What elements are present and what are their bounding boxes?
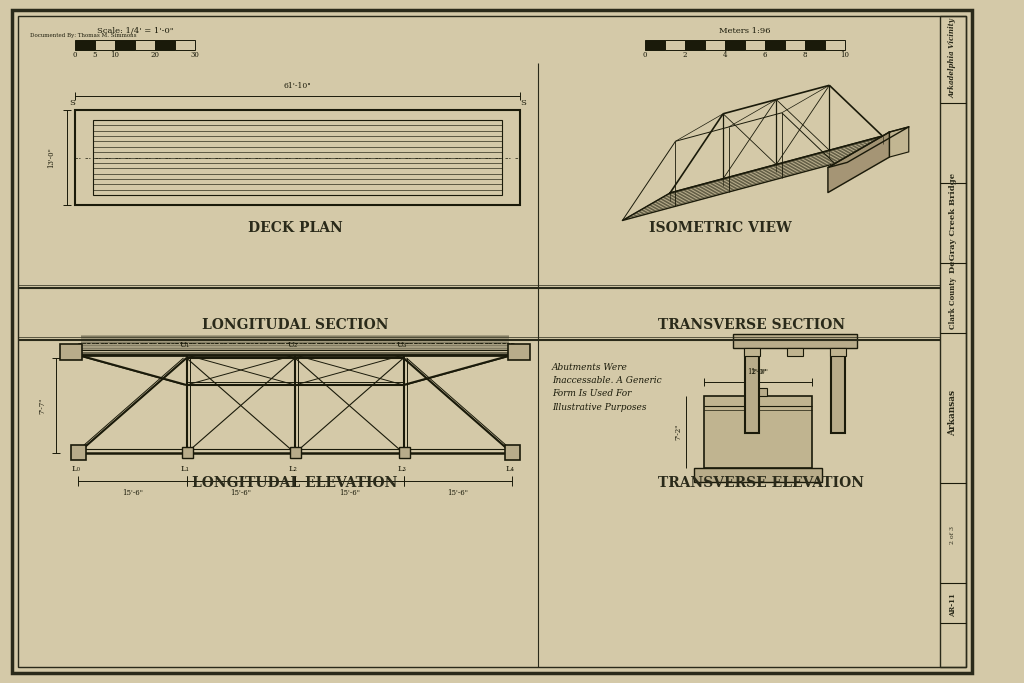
- Bar: [508, 344, 530, 360]
- Text: 5: 5: [93, 51, 97, 59]
- Text: 12'-0": 12'-0": [748, 368, 768, 376]
- Text: 8: 8: [803, 51, 807, 59]
- Text: LONGITUDAL ELEVATION: LONGITUDAL ELEVATION: [193, 476, 397, 490]
- Text: 2 of 3: 2 of 3: [950, 526, 955, 544]
- Bar: [290, 447, 301, 458]
- Bar: [505, 445, 520, 460]
- Bar: [749, 388, 767, 396]
- Text: U₃: U₃: [396, 341, 407, 349]
- Text: DeGray Creek Bridge: DeGray Creek Bridge: [949, 173, 957, 273]
- Bar: [93, 120, 502, 195]
- Text: 1'-0": 1'-0": [750, 368, 766, 376]
- Text: LONGITUDAL SECTION: LONGITUDAL SECTION: [202, 318, 388, 332]
- Text: 15'-6": 15'-6": [122, 489, 142, 497]
- Text: 30: 30: [190, 51, 200, 59]
- Bar: [694, 468, 822, 482]
- Text: 2: 2: [683, 51, 687, 59]
- Text: 7'-7": 7'-7": [38, 398, 46, 414]
- Bar: [744, 348, 760, 356]
- Text: Meters 1:96: Meters 1:96: [719, 27, 771, 35]
- Text: AR-11: AR-11: [949, 593, 957, 617]
- Text: DECK PLAN: DECK PLAN: [248, 221, 342, 235]
- Text: L₃: L₃: [397, 465, 406, 473]
- Bar: [705, 40, 725, 50]
- Polygon shape: [890, 127, 908, 157]
- Bar: [71, 445, 86, 460]
- Text: TRANSVERSE ELEVATION: TRANSVERSE ELEVATION: [658, 476, 864, 490]
- Text: 4: 4: [723, 51, 727, 59]
- Text: S: S: [69, 99, 75, 107]
- Text: U₁: U₁: [179, 341, 189, 349]
- Bar: [175, 40, 195, 50]
- Bar: [785, 40, 805, 50]
- Bar: [181, 447, 193, 458]
- Bar: [135, 40, 155, 50]
- Text: Scale: 1/4' = 1'-0": Scale: 1/4' = 1'-0": [96, 27, 173, 35]
- Bar: [115, 40, 135, 50]
- Bar: [75, 40, 95, 50]
- Bar: [60, 344, 82, 360]
- Bar: [940, 16, 966, 667]
- Polygon shape: [828, 127, 908, 167]
- Text: Documented By: Thomas M. Simmons: Documented By: Thomas M. Simmons: [30, 33, 136, 38]
- Text: 15'-6": 15'-6": [339, 489, 359, 497]
- Text: Abutments Were
Inaccessable. A Generic
Form Is Used For
Illustrative Purposes: Abutments Were Inaccessable. A Generic F…: [552, 363, 662, 412]
- Text: L₁: L₁: [180, 465, 189, 473]
- Bar: [398, 447, 410, 458]
- Text: 10: 10: [841, 51, 850, 59]
- Text: 20: 20: [151, 51, 160, 59]
- Text: 15'-6": 15'-6": [447, 489, 468, 497]
- Text: TRANSVERSE SECTION: TRANSVERSE SECTION: [658, 318, 845, 332]
- Bar: [725, 40, 745, 50]
- Text: 7'-2": 7'-2": [674, 423, 682, 441]
- Text: L₄: L₄: [506, 465, 514, 473]
- Bar: [745, 40, 765, 50]
- Text: ISOMETRIC VIEW: ISOMETRIC VIEW: [648, 221, 792, 235]
- Text: Arkadelphia Vicinity: Arkadelphia Vicinity: [949, 18, 957, 98]
- Text: Arkansas: Arkansas: [948, 390, 957, 436]
- Text: 10: 10: [111, 51, 120, 59]
- Polygon shape: [623, 136, 883, 221]
- Text: Clark County: Clark County: [949, 277, 957, 329]
- Bar: [95, 40, 115, 50]
- Text: U₂: U₂: [288, 341, 298, 349]
- Bar: [765, 40, 785, 50]
- Bar: [75, 110, 520, 205]
- Text: 0: 0: [73, 51, 77, 59]
- Bar: [733, 334, 857, 348]
- Bar: [787, 348, 803, 356]
- Bar: [745, 348, 759, 433]
- Text: 0: 0: [643, 51, 647, 59]
- Bar: [805, 40, 825, 50]
- Bar: [831, 348, 845, 433]
- Text: 13'-0": 13'-0": [47, 147, 55, 168]
- Bar: [685, 40, 705, 50]
- Bar: [830, 348, 846, 356]
- Bar: [645, 40, 665, 50]
- Bar: [155, 40, 175, 50]
- Text: 6: 6: [763, 51, 767, 59]
- Bar: [825, 40, 845, 50]
- Bar: [705, 396, 812, 468]
- Text: 15'-6": 15'-6": [230, 489, 251, 497]
- Text: S: S: [520, 99, 526, 107]
- Text: 61'-10": 61'-10": [284, 82, 311, 90]
- Text: L₂: L₂: [289, 465, 297, 473]
- Text: L₀: L₀: [72, 465, 81, 473]
- Polygon shape: [828, 132, 890, 193]
- Bar: [665, 40, 685, 50]
